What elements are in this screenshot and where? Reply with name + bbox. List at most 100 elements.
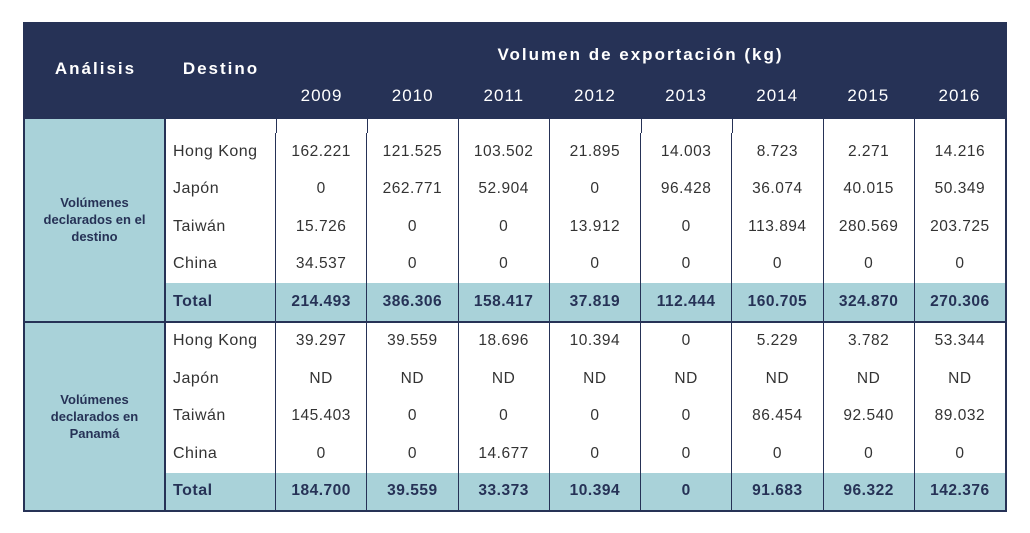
section-1: Volúmenes declarados en Panamá Hong Kong 39.… [25,322,1005,512]
section-0: Volúmenes declarados en el destino Hong Kon… [25,118,1005,323]
value-cell: 0 [367,245,459,283]
value-cell: 0 [641,435,733,473]
value-cell: 92.540 [824,397,915,435]
value-cell: ND [824,360,915,398]
year-2014: 2014 [756,86,799,105]
year-2016: 2016 [938,86,981,105]
table-row: Taiwán 145.403 0 0 0 0 86.454 92.540 89.032 [166,397,1005,435]
value-cell: 14.677 [459,435,550,473]
destination-cell: Total [166,472,276,510]
table-header: Análisis Destino Volumen de exportación … [25,22,1005,118]
destination-cell: Total [166,283,276,321]
total-row: Total 184.700 39.559 33.373 10.394 0 91.683 96.… [166,472,1005,510]
section-rows: Hong Kong 162.221 121.525 103.502 21.895 14.0… [166,119,1005,321]
table-row: China 34.537 0 0 0 0 0 0 0 [166,245,1005,283]
value-cell: 270.306 [930,292,990,310]
value-cell: 0 [367,208,459,246]
year-2012: 2012 [574,86,616,105]
value-cell: 53.344 [934,332,986,350]
value-cell: ND [641,360,733,398]
value-cell: 0 [641,208,733,246]
table-row: Japón ND ND ND ND ND ND ND ND [166,360,1005,398]
section-rows: Hong Kong 39.297 39.559 18.696 10.394 0 5.229 3… [166,322,1005,510]
value-cell: 34.537 [276,245,368,283]
header-years: 2009 2010 2011 2012 2013 2014 2015 2016 [276,86,1005,106]
value-cell: 52.904 [459,170,550,208]
value-cell: 8.723 [732,133,824,171]
value-cell: 0 [367,397,459,435]
table-row: Hong Kong 39.297 39.559 18.696 10.394 0 5.229 3… [166,322,1005,360]
section-label-line: declarados en el [43,212,146,228]
value-cell: 214.493 [276,283,368,321]
value-cell: ND [732,360,824,398]
value-cell: 280.569 [824,208,915,246]
header-volumen: Volumen de exportación (kg) [497,45,784,64]
destination-cell: Taiwán [166,208,276,246]
value-cell: ND [459,360,550,398]
value-cell: 0 [550,397,641,435]
value-cell: 262.771 [367,170,459,208]
total-row: Total 214.493 386.306 158.417 37.819 112.444 1… [166,283,1005,321]
value-cell: 86.454 [732,397,824,435]
value-cell: ND [367,360,459,398]
value-cell: 145.403 [276,397,368,435]
value-cell: 121.525 [367,133,459,171]
value-cell: 33.373 [459,472,550,510]
value-cell: 0 [641,472,733,510]
value-cell: 2.271 [824,133,915,171]
value-cell: 39.297 [276,322,368,360]
value-cell: 3.782 [824,322,915,360]
value-cell: 5.229 [732,322,824,360]
value-cell: 162.221 [276,133,368,171]
section-label-line: Panamá [69,425,120,441]
section-label: Volúmenes declarados en el destino [25,119,166,321]
value-cell: 39.559 [367,472,459,510]
table-body: Volúmenes declarados en el destino Hong Kon… [25,118,1005,512]
destination-cell: Taiwán [166,397,276,435]
value-cell: 13.912 [550,208,641,246]
value-cell: 158.417 [459,283,550,321]
value-cell: 0 [641,397,733,435]
value-cell: 160.705 [732,283,824,321]
value-cell: 0 [459,397,550,435]
value-cell: 10.394 [550,322,641,360]
value-cell: 142.376 [930,482,990,500]
section-label-line: declarados en [50,408,139,424]
section-label-line: destino [71,229,118,245]
value-cell: 0 [459,245,550,283]
value-cell: 203.725 [930,217,990,235]
value-cell: 96.428 [641,170,733,208]
header-destino: Destino [182,59,260,78]
value-cell: 96.322 [824,472,915,510]
value-cell: 39.559 [367,322,459,360]
value-cell: 0 [955,444,965,462]
destination-cell: China [166,245,276,283]
value-cell: 0 [459,208,550,246]
section-label: Volúmenes declarados en Panamá [25,322,166,510]
value-cell: 40.015 [824,170,915,208]
value-cell: 0 [550,435,641,473]
export-volume-table: Análisis Destino Volumen de exportación … [23,22,1007,512]
value-cell: 0 [732,435,824,473]
value-cell: 0 [367,435,459,473]
value-cell: 91.683 [732,472,824,510]
value-cell: 0 [550,245,641,283]
value-cell: 15.726 [276,208,368,246]
table-row: China 0 0 14.677 0 0 0 0 0 [166,435,1005,473]
year-2009: 2009 [300,86,343,105]
value-cell: 0 [732,245,824,283]
value-cell: 103.502 [459,133,550,171]
value-cell: 113.894 [732,208,824,246]
year-2010: 2010 [391,86,434,105]
value-cell: 0 [641,322,733,360]
value-cell: 14.216 [934,142,986,160]
table-row: Taiwán 15.726 0 0 13.912 0 113.894 280.569 203.7… [166,208,1005,246]
value-cell: ND [948,369,972,387]
table-row: Japón 0 262.771 52.904 0 96.428 36.074 40.015 50… [166,170,1005,208]
value-cell: 0 [955,255,965,273]
spacer-row [166,119,1005,133]
value-cell: ND [276,360,368,398]
value-cell: 50.349 [934,180,986,198]
value-cell: ND [550,360,641,398]
year-2015: 2015 [847,86,890,105]
